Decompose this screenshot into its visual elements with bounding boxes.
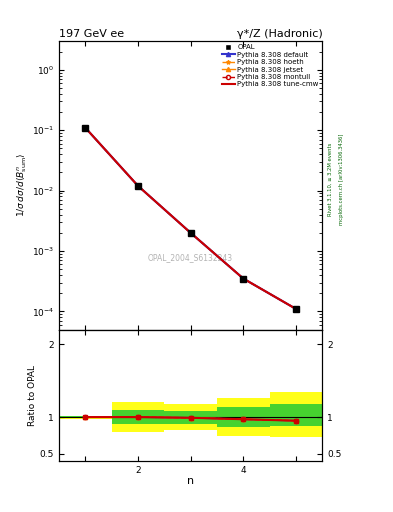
Text: mcplots.cern.ch [arXiv:1306.3436]: mcplots.cern.ch [arXiv:1306.3436]	[339, 134, 344, 225]
Text: OPAL_2004_S6132243: OPAL_2004_S6132243	[148, 253, 233, 262]
Text: Rivet 3.1.10, ≥ 3.2M events: Rivet 3.1.10, ≥ 3.2M events	[328, 142, 333, 216]
Y-axis label: $1/\sigma\,d\sigma/d\langle B^n_{\rm sum}\rangle$: $1/\sigma\,d\sigma/d\langle B^n_{\rm sum…	[15, 153, 29, 218]
Text: 197 GeV ee: 197 GeV ee	[59, 29, 124, 39]
Y-axis label: Ratio to OPAL: Ratio to OPAL	[28, 365, 37, 425]
X-axis label: n: n	[187, 476, 194, 486]
Legend: OPAL, Pythia 8.308 default, Pythia 8.308 hoeth, Pythia 8.308 jetset, Pythia 8.30: OPAL, Pythia 8.308 default, Pythia 8.308…	[221, 43, 320, 89]
Text: γ*/Z (Hadronic): γ*/Z (Hadronic)	[237, 29, 322, 39]
